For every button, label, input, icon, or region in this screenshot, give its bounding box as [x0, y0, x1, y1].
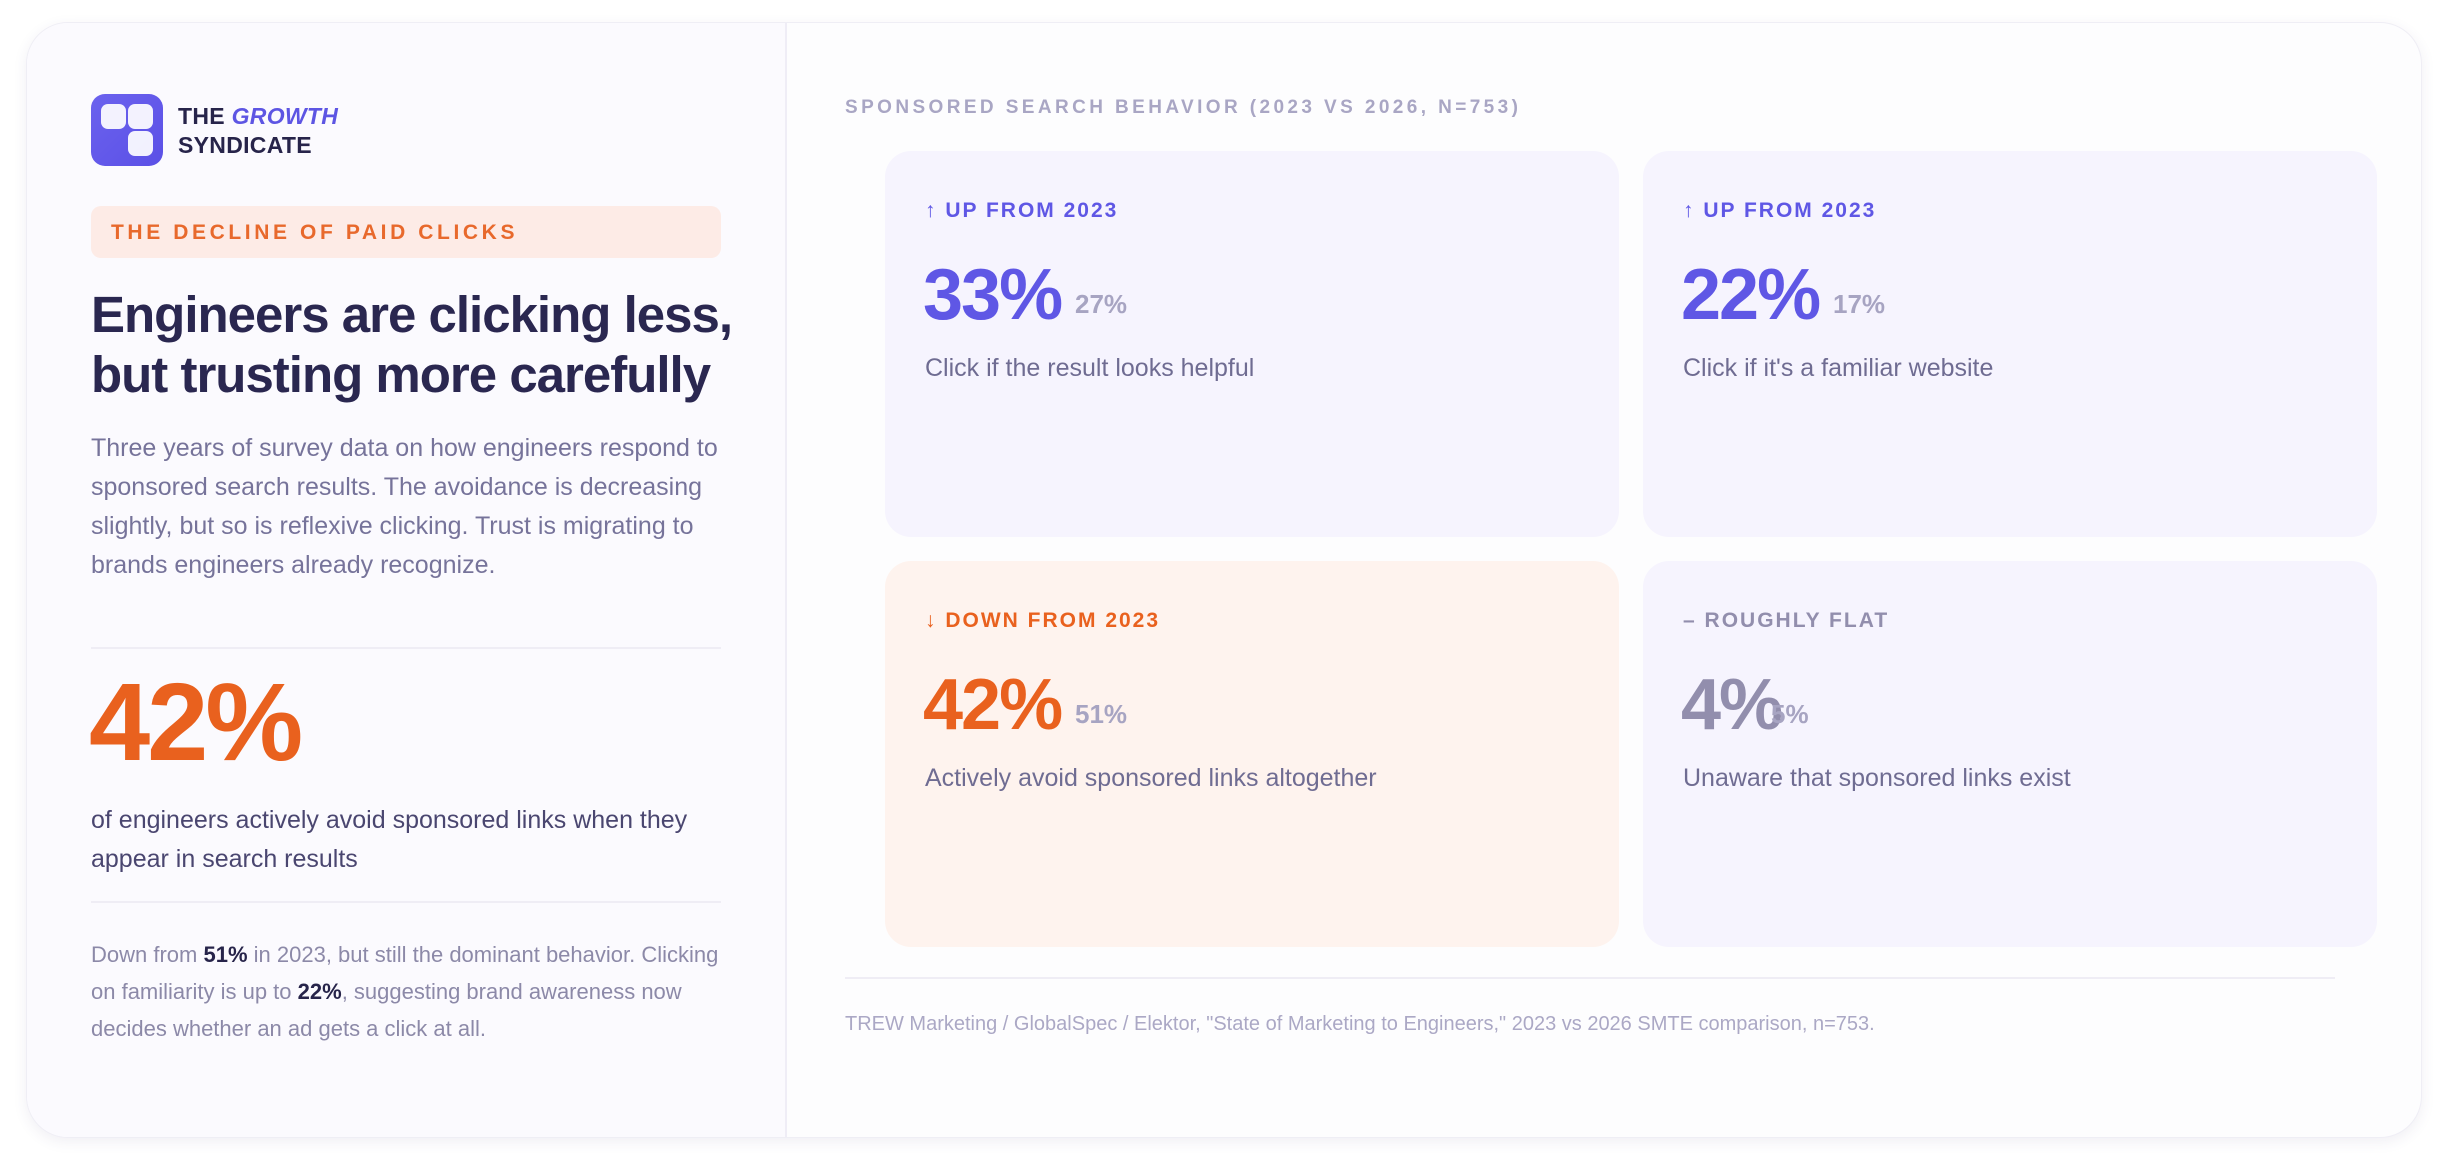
trend-label: – ROUGHLY FLAT [1683, 609, 1890, 632]
note-bold-2: 22% [297, 979, 342, 1004]
headline: Engineers are clicking less, but trustin… [91, 285, 751, 405]
tile-value: 4% [1681, 665, 1783, 745]
headline-line1: Engineers are clicking less, [91, 286, 733, 343]
note-text-3: , suggesting brand awareness now decides… [91, 979, 682, 1041]
stat-tile: ↑ UP FROM 2023 22% 17% Click if it's a f… [1643, 151, 2377, 537]
tile-description: Actively avoid sponsored links altogethe… [925, 764, 1377, 792]
topic-tag: THE DECLINE OF PAID CLICKS [91, 206, 721, 258]
tile-previous-value: 27% [1075, 289, 1128, 319]
tile-previous-value: 5% [1771, 699, 1809, 729]
intro-text: Three years of survey data on how engine… [91, 434, 718, 579]
tile-previous-value: 51% [1075, 699, 1128, 729]
divider [91, 901, 721, 903]
stat-tile: ↓ DOWN FROM 2023 42% 51% Actively avoid … [885, 561, 1619, 947]
tile-previous-value: 17% [1833, 289, 1886, 319]
brand-line1-prefix: THE [178, 103, 225, 129]
source-citation: TREW Marketing / GlobalSpec / Elektor, "… [845, 1013, 1875, 1035]
note-text-2: in 2023, but still the dominant behavior… [91, 942, 719, 1004]
right-panel: SPONSORED SEARCH BEHAVIOR (2023 VS 2026,… [787, 23, 2421, 1137]
brand-line2: SYNDICATE [178, 132, 312, 158]
brand-name: THE GROWTH SYNDICATE [178, 102, 338, 160]
left-panel: THE GROWTH SYNDICATE THE DECLINE OF PAID… [27, 23, 787, 1137]
arrow-up-icon: ↑ [1683, 199, 1696, 222]
infographic-card: THE GROWTH SYNDICATE THE DECLINE OF PAID… [26, 22, 2422, 1138]
trend-label: ↑ UP FROM 2023 [925, 199, 1119, 222]
stat-tile: ↑ UP FROM 2023 33% 27% Click if the resu… [885, 151, 1619, 537]
divider [91, 647, 721, 649]
hero-stat-value: 42% [89, 661, 303, 784]
dash-icon: – [1683, 609, 1697, 632]
arrow-up-icon: ↑ [925, 199, 938, 222]
note-text: Down from 51% in 2023, but still the dom… [91, 936, 741, 1047]
stat-tile: – ROUGHLY FLAT 4% 5% Unaware that sponso… [1643, 561, 2377, 947]
section-title: SPONSORED SEARCH BEHAVIOR (2023 VS 2026,… [845, 97, 1522, 118]
hero-stat-label: of engineers actively avoid sponsored li… [91, 806, 688, 873]
brand-logo-icon [91, 94, 163, 166]
trend-label: ↓ DOWN FROM 2023 [925, 609, 1161, 632]
tile-description: Click if it's a familiar website [1683, 354, 1994, 382]
brand-line1-emphasis: GROWTH [231, 103, 339, 129]
tile-description: Click if the result looks helpful [925, 354, 1255, 382]
divider [845, 977, 2335, 979]
note-bold-1: 51% [203, 942, 248, 967]
topic-tag-label: THE DECLINE OF PAID CLICKS [111, 221, 519, 244]
note-text-1: Down from [91, 942, 204, 967]
trend-label: ↑ UP FROM 2023 [1683, 199, 1877, 222]
tile-description: Unaware that sponsored links exist [1683, 764, 2071, 792]
tile-value: 22% [1681, 255, 1821, 335]
arrow-down-icon: ↓ [925, 609, 938, 632]
headline-line2: but trusting more carefully [91, 346, 711, 403]
tile-value: 42% [923, 665, 1063, 745]
tile-value: 33% [923, 255, 1063, 335]
